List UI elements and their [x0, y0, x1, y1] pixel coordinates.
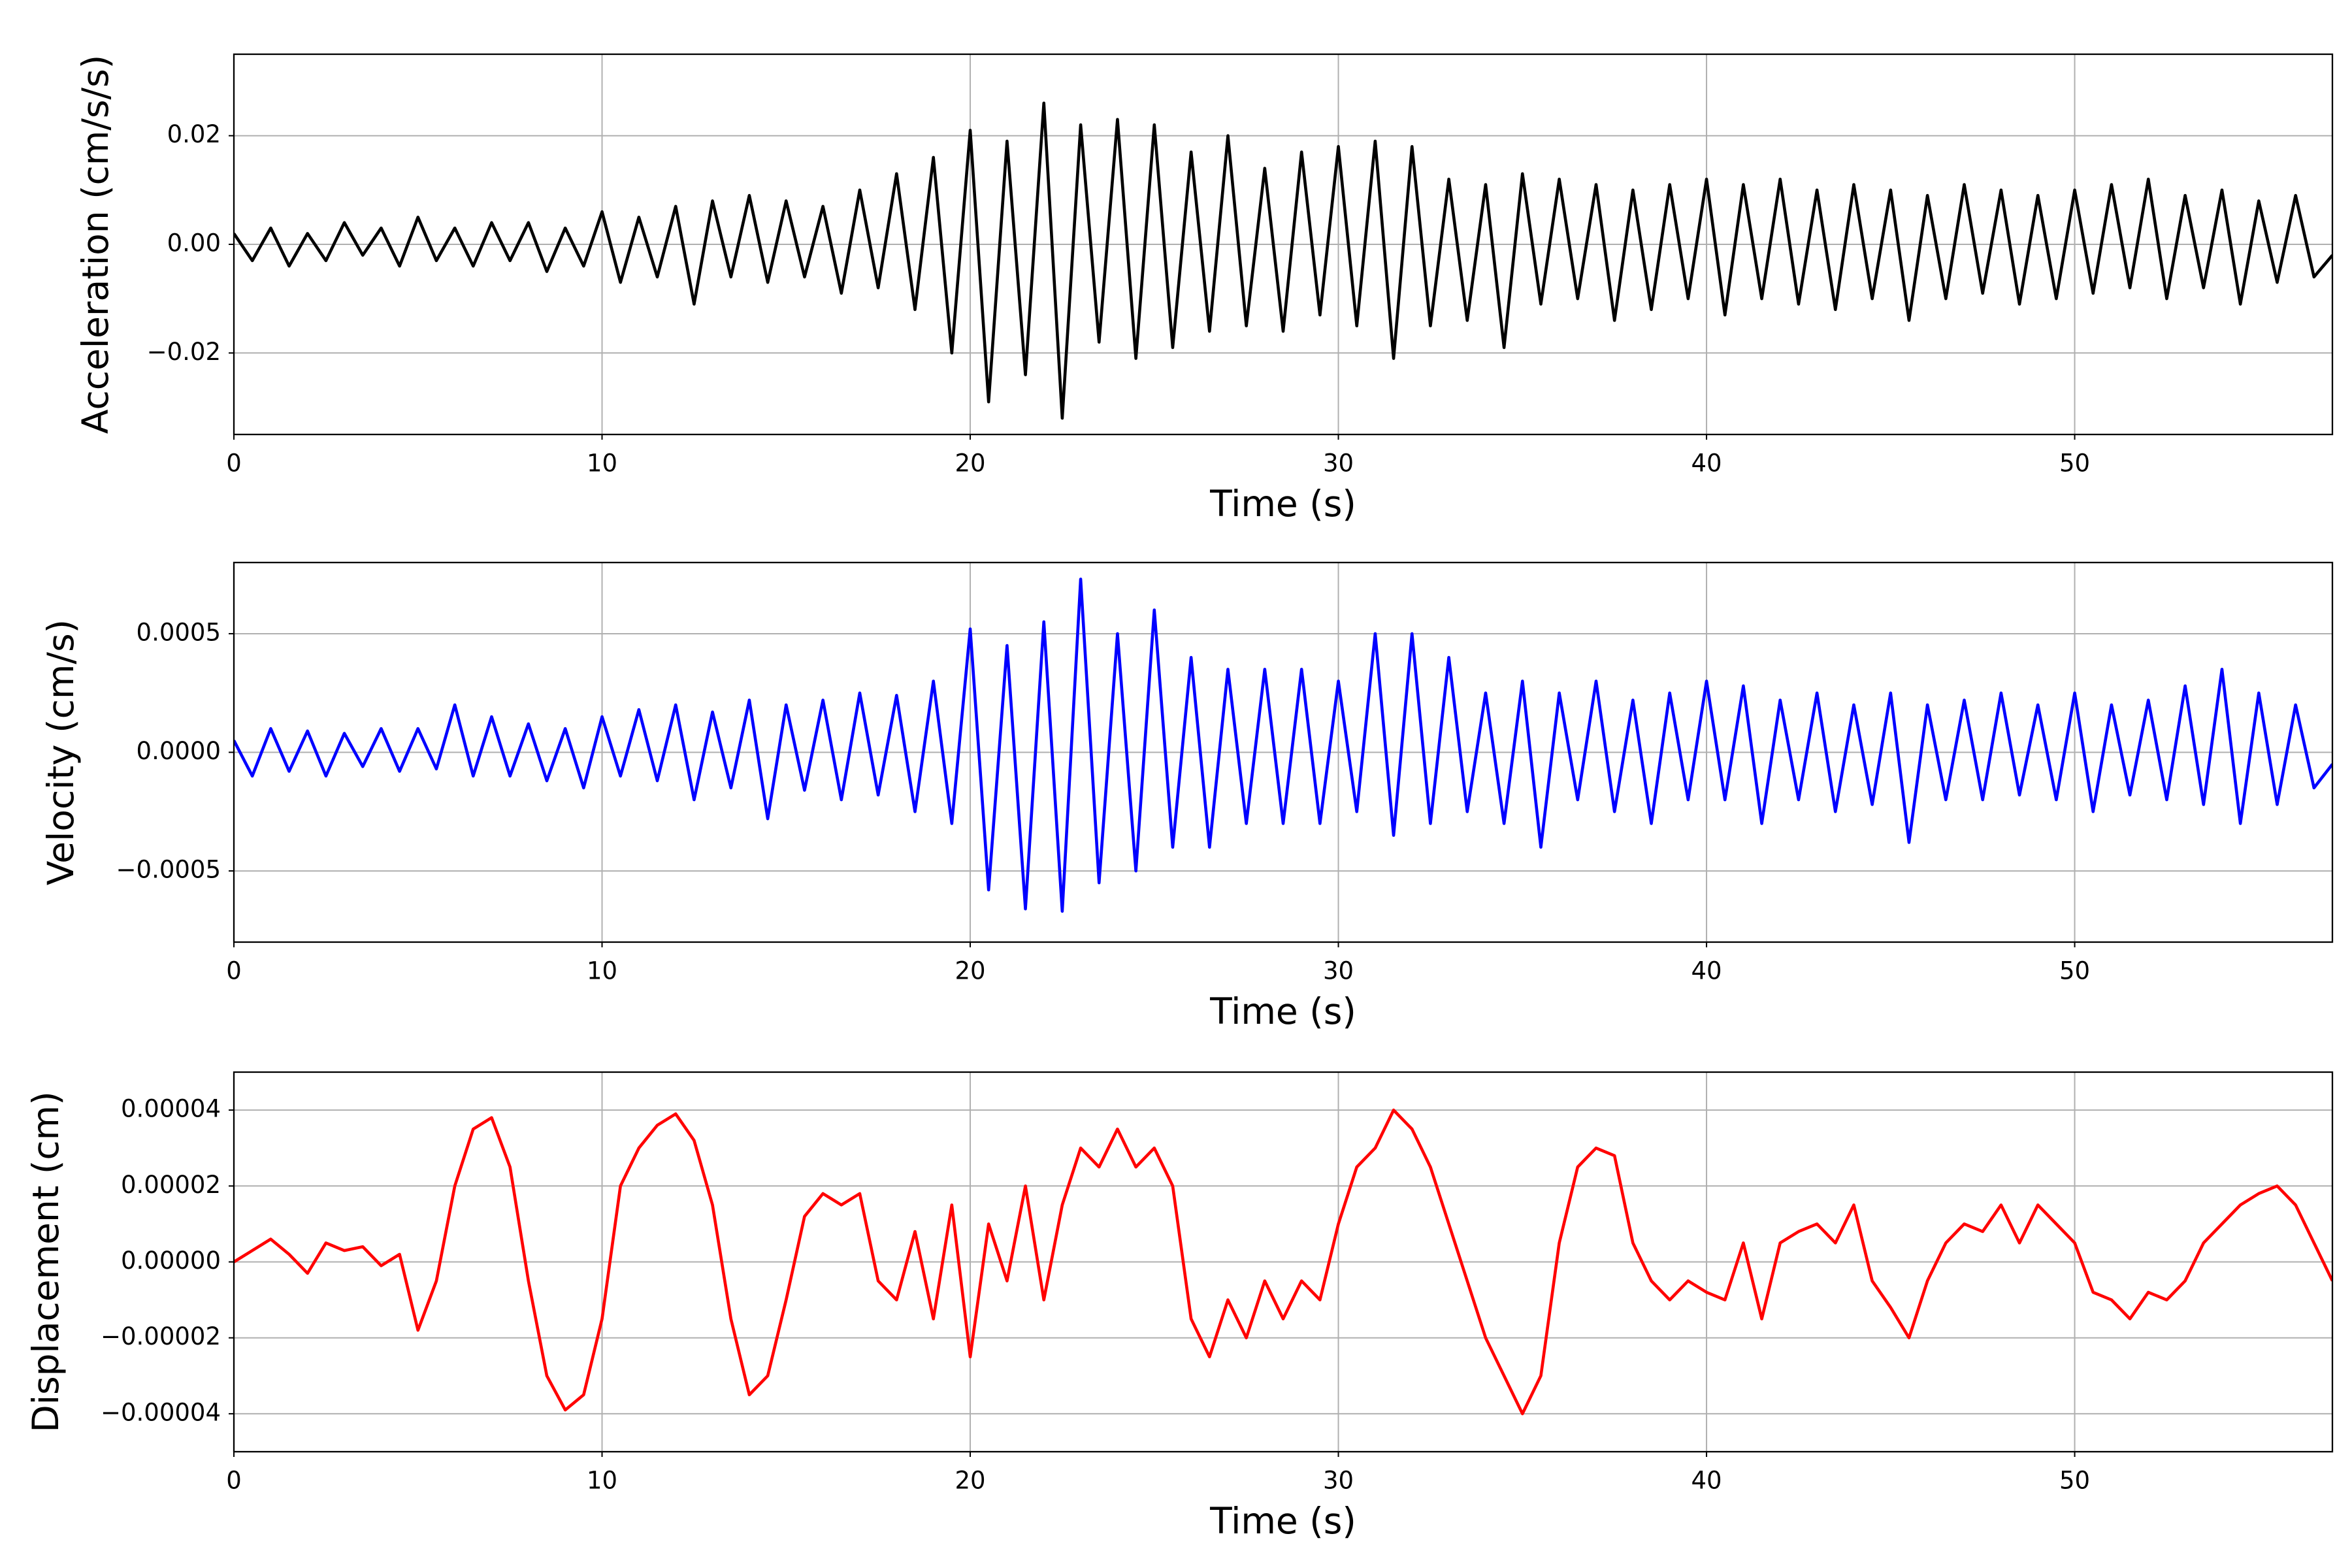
- data-line: [234, 578, 2332, 913]
- x-tick-label: 40: [1691, 1467, 1722, 1495]
- x-tick-label: 40: [1691, 957, 1722, 985]
- y-tick-label: 0.0005: [137, 618, 221, 646]
- y-tick-label: −0.00002: [101, 1322, 221, 1350]
- x-tick-label: 20: [955, 1467, 985, 1495]
- y-tick-label: 0.00002: [121, 1171, 221, 1199]
- x-tick-label: 30: [1323, 957, 1354, 985]
- axes-frame: [233, 1071, 2334, 1453]
- y-tick-label: 0.00: [167, 229, 221, 257]
- y-axis-label: Displacement (cm): [25, 1091, 67, 1432]
- y-tick-label: 0.00004: [121, 1095, 221, 1123]
- x-tick-label: 30: [1323, 449, 1354, 478]
- axes-frame: [233, 53, 2334, 436]
- x-tick-label: 30: [1323, 1467, 1354, 1495]
- x-tick-label: 0: [226, 957, 242, 985]
- x-tick-label: 40: [1691, 449, 1722, 478]
- x-axis-label: Time (s): [1209, 1500, 1356, 1542]
- y-tick-label: 0.0000: [137, 737, 221, 765]
- y-axis-label: Velocity (cm/s): [40, 619, 82, 885]
- y-tick-label: −0.00004: [101, 1398, 221, 1426]
- y-tick-label: −0.02: [147, 338, 221, 366]
- x-tick-label: 10: [587, 449, 617, 478]
- x-tick-label: 50: [2059, 1467, 2090, 1495]
- x-tick-label: 50: [2059, 957, 2090, 985]
- y-tick-label: −0.0005: [116, 856, 221, 884]
- y-tick-label: 0.00000: [121, 1247, 221, 1275]
- y-tick-label: 0.02: [167, 120, 221, 148]
- x-tick-label: 20: [955, 449, 985, 478]
- y-axis-label: Acceleration (cm/s/s): [74, 55, 116, 434]
- x-axis-label: Time (s): [1209, 483, 1356, 525]
- x-tick-label: 0: [226, 1467, 242, 1495]
- x-tick-label: 10: [587, 957, 617, 985]
- data-line: [234, 1108, 2332, 1416]
- data-line: [234, 101, 2332, 420]
- axes-frame: [233, 561, 2334, 943]
- x-tick-label: 10: [587, 1467, 617, 1495]
- x-tick-label: 50: [2059, 449, 2090, 478]
- x-tick-label: 20: [955, 957, 985, 985]
- x-tick-label: 0: [226, 449, 242, 478]
- x-axis-label: Time (s): [1209, 990, 1356, 1032]
